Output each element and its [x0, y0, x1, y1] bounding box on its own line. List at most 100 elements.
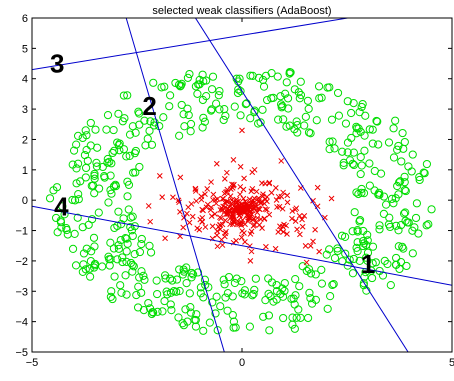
ring-point: [73, 213, 82, 222]
ring-point: [259, 312, 268, 321]
ring-point: [298, 262, 307, 271]
x-tick-label: −5: [26, 357, 39, 369]
ring-point: [362, 240, 371, 250]
ring-point: [107, 287, 116, 296]
ring-point: [125, 151, 134, 160]
ring-point: [122, 290, 131, 299]
ring-point: [159, 113, 168, 122]
ring-point: [220, 105, 229, 114]
ring-point: [398, 128, 407, 138]
ring-point: [92, 162, 102, 171]
ring-point: [251, 274, 260, 283]
ring-point: [107, 189, 116, 198]
center-point: [185, 204, 192, 211]
center-point: [246, 196, 253, 203]
center-point: [227, 221, 233, 228]
center-point: [266, 211, 273, 218]
ring-point: [368, 125, 377, 134]
ring-point: [353, 247, 362, 256]
center-point: [184, 210, 190, 217]
ring-point: [92, 158, 101, 167]
center-point: [208, 179, 214, 185]
ring-point: [68, 244, 78, 253]
center-point: [209, 223, 216, 230]
ring-point: [330, 254, 340, 263]
ring-point: [365, 181, 374, 190]
ring-point: [419, 168, 428, 177]
ring-point: [328, 280, 337, 290]
ring-point: [349, 160, 359, 170]
ring-point: [56, 218, 66, 227]
ring-point: [246, 114, 255, 123]
ring-point: [236, 86, 245, 96]
center-point: [180, 224, 187, 231]
center-point: [299, 223, 306, 230]
ring-point: [106, 255, 115, 264]
ring-point: [145, 126, 154, 135]
ring-point: [408, 150, 417, 159]
ring-point: [103, 111, 113, 120]
ring-point: [393, 145, 402, 154]
ring-point: [223, 306, 232, 315]
ring-point: [82, 145, 91, 155]
ring-point: [368, 139, 377, 148]
ring-point: [306, 294, 315, 303]
ring-point: [259, 82, 269, 91]
center-point: [294, 226, 300, 233]
ring-point: [373, 117, 382, 126]
ring-point: [264, 289, 273, 298]
ring-point: [306, 129, 315, 138]
classifier-label-3: 3: [50, 49, 64, 79]
ring-point: [391, 116, 400, 125]
center-point: [296, 213, 303, 219]
center-point: [278, 158, 285, 164]
ring-point: [104, 198, 113, 207]
ring-point: [348, 269, 358, 278]
chart-title: selected weak classifiers (AdaBoost): [152, 5, 331, 17]
center-point: [230, 182, 237, 189]
ring-point: [391, 194, 400, 203]
center-point: [218, 205, 225, 211]
ring-point: [357, 102, 366, 112]
y-tick-label: 0: [22, 195, 28, 207]
center-point: [316, 248, 323, 255]
ring-point: [294, 88, 303, 97]
ring-point: [215, 87, 224, 96]
ring-point: [114, 244, 124, 253]
center-point: [227, 193, 234, 199]
ring-point: [174, 313, 183, 322]
center-point: [251, 222, 258, 228]
ring-point: [123, 177, 132, 186]
ring-point: [100, 172, 109, 181]
ring-point: [343, 148, 352, 157]
plot-marks: [32, 18, 452, 352]
ring-point: [399, 244, 408, 253]
center-point: [283, 222, 289, 229]
center-point: [177, 174, 184, 181]
ring-point: [272, 295, 281, 304]
center-point: [237, 191, 243, 198]
ring-point: [325, 245, 334, 254]
ring-point: [69, 146, 79, 155]
ring-point: [220, 280, 229, 289]
ring-point: [424, 220, 433, 229]
ring-point: [295, 282, 304, 291]
ring-point: [119, 145, 129, 154]
ring-point: [183, 104, 192, 113]
ring-point: [114, 141, 124, 150]
ring-point: [86, 272, 95, 281]
ring-point: [279, 115, 288, 124]
ring-point: [105, 261, 114, 270]
ring-point: [422, 159, 431, 169]
ring-point: [109, 244, 119, 253]
ring-point: [178, 319, 187, 328]
center-point: [259, 180, 265, 186]
ring-point: [303, 96, 312, 105]
ring-point: [338, 147, 347, 156]
axes: −5 0 5 −5 −4 −3 −2 −1 0 1 2 3 4 5 6: [15, 13, 454, 369]
ring-point: [76, 177, 85, 186]
center-point: [207, 207, 214, 213]
ring-point: [254, 119, 263, 128]
y-tick-label: −5: [15, 347, 28, 359]
